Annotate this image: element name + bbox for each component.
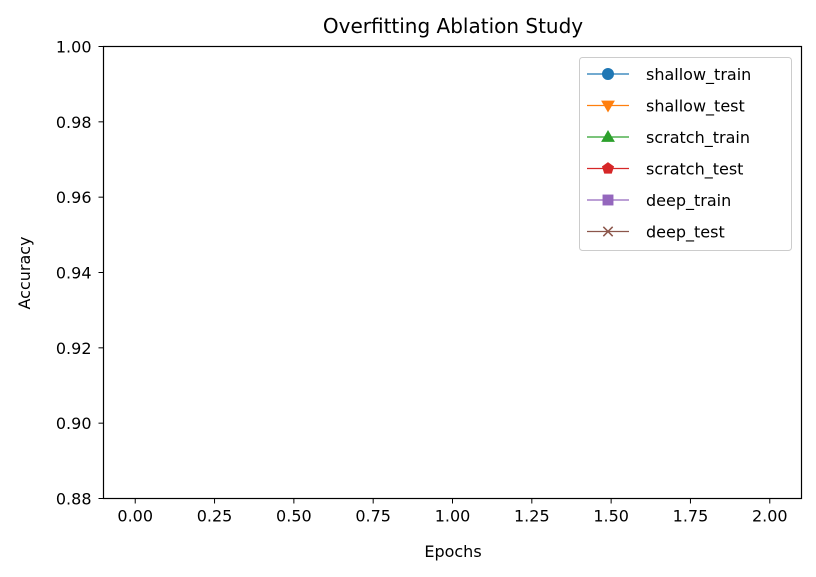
legend-item: shallow_train xyxy=(587,65,751,85)
x-marker xyxy=(602,226,614,237)
x-axis-label: Epochs xyxy=(424,542,481,561)
y-tick-label: 0.88 xyxy=(56,490,92,509)
legend-item: deep_test xyxy=(587,223,725,243)
legend-item: deep_train xyxy=(587,191,731,211)
x-tick-label: 2.00 xyxy=(752,507,788,526)
x-tick-label: 1.75 xyxy=(673,507,709,526)
legend-item: scratch_test xyxy=(587,160,743,180)
triangle-up-marker xyxy=(601,129,615,142)
legend: shallow_train shallow_test scratch_trainsc… xyxy=(579,57,792,251)
y-axis-label: Accuracy xyxy=(15,236,34,309)
x-tick-label: 1.00 xyxy=(435,507,471,526)
legend-item: scratch_train xyxy=(587,128,750,148)
y-tick-label: 0.94 xyxy=(56,264,92,283)
x-tick-label: 0.00 xyxy=(117,507,153,526)
legend-label: scratch_test xyxy=(646,160,743,180)
square-marker xyxy=(602,194,614,206)
x-tick-label: 0.75 xyxy=(355,507,391,526)
x-tick-label: 1.50 xyxy=(593,507,629,526)
pentagon-marker xyxy=(601,162,615,174)
plot-area-frame xyxy=(102,45,803,500)
legend-box xyxy=(579,57,792,251)
chart-title: Overfitting Ablation Study xyxy=(323,14,583,38)
y-tick-label: 0.92 xyxy=(56,339,92,358)
legend-label: scratch_train xyxy=(646,128,750,148)
triangle-down-marker xyxy=(601,100,615,113)
y-tick-label: 1.00 xyxy=(56,38,92,57)
y-tick-label: 0.96 xyxy=(56,188,92,207)
circle-marker xyxy=(602,68,614,80)
legend-label: shallow_train xyxy=(646,65,751,85)
y-tick-label: 0.98 xyxy=(56,113,92,132)
y-tick-label: 0.90 xyxy=(56,414,92,433)
x-tick-label: 0.25 xyxy=(197,507,233,526)
legend-label: deep_test xyxy=(646,223,725,243)
x-tick-label: 1.25 xyxy=(514,507,550,526)
axis-ticks: 0.00 0.25 0.50 0.75 1.00 1.25 1.50 1.75 2.00 0.88… xyxy=(56,38,788,526)
x-tick-label: 0.50 xyxy=(276,507,312,526)
legend-item: shallow_test xyxy=(587,97,745,117)
legend-label: shallow_test xyxy=(646,97,745,117)
legend-label: deep_train xyxy=(646,191,731,211)
